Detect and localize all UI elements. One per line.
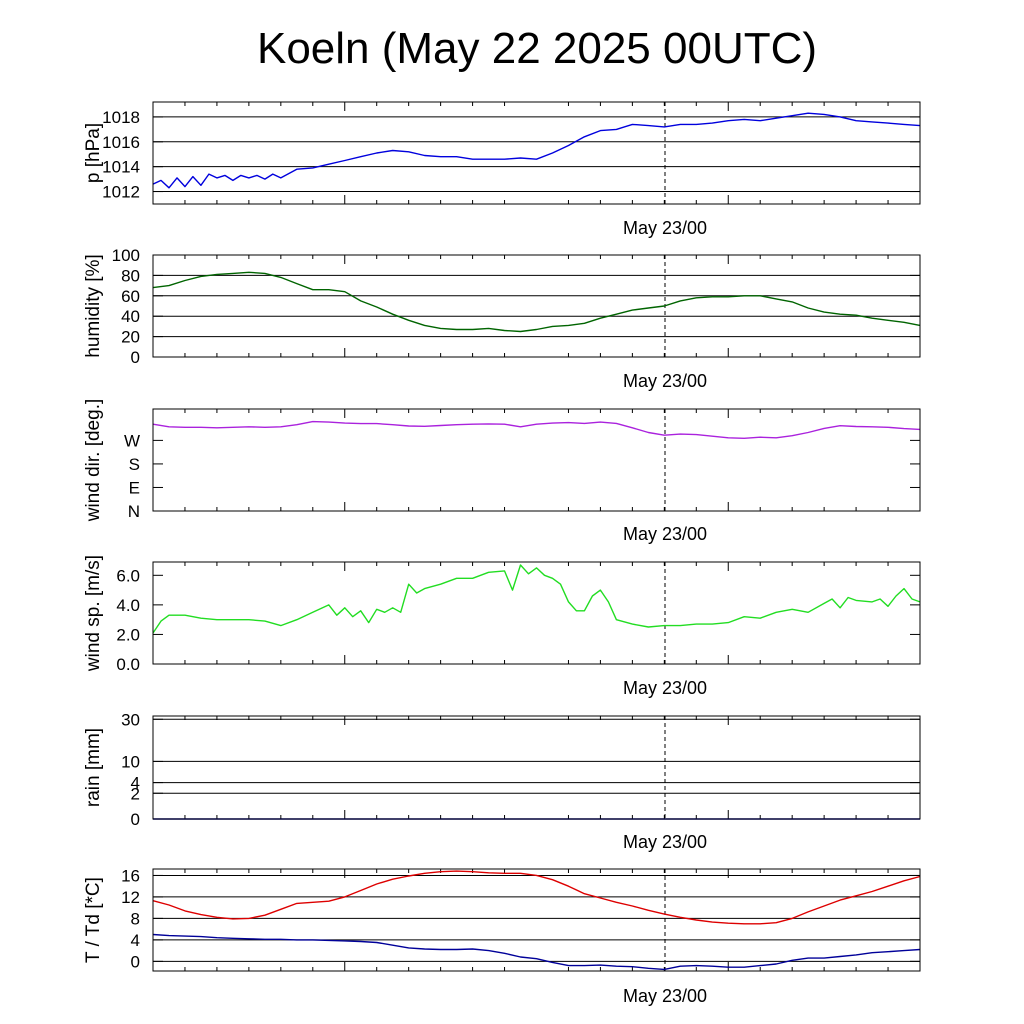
y-tick-label: 30 xyxy=(121,710,140,729)
y-axis-title: T / Td [*C] xyxy=(83,877,104,963)
y-tick-label: 1012 xyxy=(102,183,140,202)
panel-frame xyxy=(152,254,921,358)
y-tick-label: 4 xyxy=(131,774,140,793)
y-tick-label: 12 xyxy=(121,888,140,907)
y-axis-title: p [hPa] xyxy=(83,123,104,183)
series-line-1 xyxy=(152,870,921,925)
y-tick-label: 0 xyxy=(131,952,140,971)
y-tick-label: 60 xyxy=(121,287,140,306)
y-tick-label: 100 xyxy=(112,246,140,265)
series-line-1 xyxy=(152,112,921,189)
y-axis-title: wind dir. [deg.] xyxy=(83,399,104,523)
chart-title: Koeln (May 22 2025 00UTC) xyxy=(256,24,818,73)
x-axis-label: May 23/00 xyxy=(623,986,707,1006)
series-line-1 xyxy=(152,420,921,439)
y-tick-label: 0 xyxy=(131,810,140,829)
y-tick-label: 10 xyxy=(121,752,140,771)
x-axis-label: May 23/00 xyxy=(623,524,707,544)
panel-frame xyxy=(152,561,921,665)
y-tick-label: S xyxy=(129,455,140,474)
y-tick-label: 2.0 xyxy=(116,625,140,644)
x-axis-label: May 23/00 xyxy=(623,832,707,852)
panel-5: 0 24 10 30 rain [mm] May 23/00 xyxy=(83,710,921,852)
series-line-1 xyxy=(152,271,921,333)
y-tick-label: 20 xyxy=(121,328,140,347)
series-line-1 xyxy=(152,564,921,634)
y-tick-label: 1016 xyxy=(102,133,140,152)
y-tick-label: E xyxy=(129,478,140,497)
panel-6: 0 4 8 12 16 T / Td [*C] May 23/00 xyxy=(83,866,921,1006)
y-tick-label: 1018 xyxy=(102,108,140,127)
y-axis-title: humidity [%] xyxy=(83,254,104,357)
x-axis-label: May 23/00 xyxy=(623,218,707,238)
panel-frame xyxy=(152,101,921,205)
y-tick-label: 0.0 xyxy=(116,655,140,674)
y-tick-label: 40 xyxy=(121,307,140,326)
y-tick-label: 0 xyxy=(131,348,140,367)
y-tick-label: 2 xyxy=(131,784,140,803)
y-tick-label: N xyxy=(128,502,140,521)
y-tick-label: 4 xyxy=(131,931,140,950)
series-line-2 xyxy=(152,933,921,971)
y-tick-label: 80 xyxy=(121,266,140,285)
y-tick-label: 8 xyxy=(131,909,140,928)
y-tick-label: W xyxy=(124,431,140,450)
panel-frame xyxy=(152,715,921,820)
y-tick-label: 1014 xyxy=(102,158,140,177)
y-tick-label: 6.0 xyxy=(116,566,140,585)
x-axis-label: May 23/00 xyxy=(623,371,707,391)
panel-frame xyxy=(152,868,921,972)
y-axis-title: wind sp. [m/s] xyxy=(83,555,104,672)
y-tick-label: 16 xyxy=(121,866,140,885)
x-axis-label: May 23/00 xyxy=(623,678,707,698)
panel-4: 0.0 2.0 4.0 6.0 wind sp. [m/s] May 23/00 xyxy=(83,555,921,698)
y-tick-label: 4.0 xyxy=(116,596,140,615)
y-axis-title: rain [mm] xyxy=(83,728,104,807)
panel-frame xyxy=(152,408,921,512)
